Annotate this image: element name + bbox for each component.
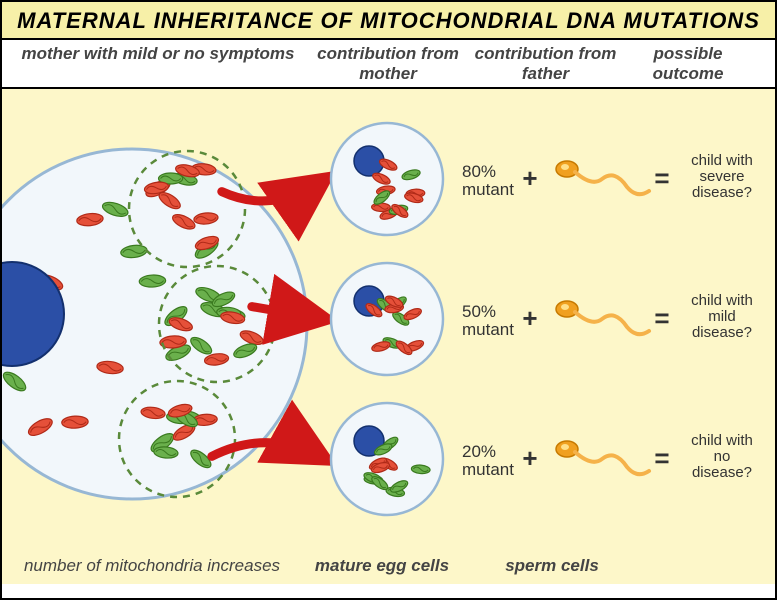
title-bar: MATERNAL INHERITANCE OF MITOCHONDRIAL DN…: [2, 2, 775, 40]
column-headers: mother with mild or no symptoms contribu…: [2, 40, 775, 89]
header-sperm: contribution from father: [468, 44, 623, 83]
svg-text:child withnodisease?: child withnodisease?: [691, 432, 753, 481]
diagram-frame: MATERNAL INHERITANCE OF MITOCHONDRIAL DN…: [0, 0, 777, 600]
svg-text:child withseveredisease?: child withseveredisease?: [691, 152, 753, 201]
svg-text:=: =: [654, 303, 669, 333]
header-mother: mother with mild or no symptoms: [8, 44, 308, 83]
svg-text:50%mutant: 50%mutant: [462, 302, 514, 339]
diagram-svg: 80%mutant + = child withseveredisease? 50%mu…: [2, 89, 775, 584]
svg-text:+: +: [522, 303, 537, 333]
svg-text:=: =: [654, 163, 669, 193]
svg-text:+: +: [522, 163, 537, 193]
svg-text:80%mutant: 80%mutant: [462, 162, 514, 199]
footer-note: number of mitochondria increases: [2, 556, 302, 576]
diagram-body: 80%mutant + = child withseveredisease? 50%mu…: [2, 89, 775, 584]
header-egg: contribution from mother: [308, 44, 468, 83]
svg-text:child withmilddisease?: child withmilddisease?: [691, 292, 753, 341]
footer-eggs: mature egg cells: [302, 556, 462, 576]
svg-text:+: +: [522, 443, 537, 473]
svg-text:=: =: [654, 443, 669, 473]
footer-labels: number of mitochondria increases mature …: [2, 556, 775, 576]
title-text: MATERNAL INHERITANCE OF MITOCHONDRIAL DN…: [17, 8, 760, 33]
footer-sperm: sperm cells: [462, 556, 642, 576]
header-outcome: possible outcome: [623, 44, 753, 83]
svg-text:20%mutant: 20%mutant: [462, 442, 514, 479]
